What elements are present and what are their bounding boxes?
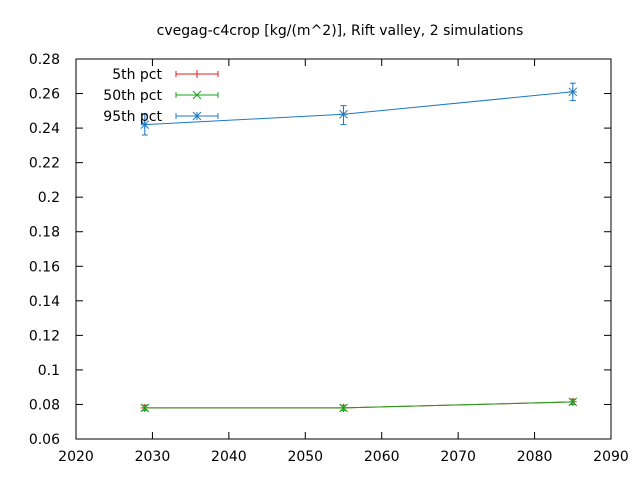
- y-tick-label: 0.14: [29, 294, 60, 310]
- series-layer: [140, 82, 578, 413]
- data-point: [568, 397, 578, 407]
- series-line: [144, 91, 573, 126]
- x-tick-label: 2050: [287, 449, 323, 465]
- legend-entry-0: 5th pct: [112, 67, 219, 83]
- x-tick-label: 2060: [364, 449, 400, 465]
- y-tick-label: 0.12: [29, 328, 60, 344]
- series-1: [140, 397, 578, 413]
- series-2: [140, 82, 578, 136]
- y-tick-label: 0.28: [29, 52, 60, 68]
- x-tick-label: 2090: [593, 449, 629, 465]
- x-tick-label: 2020: [58, 449, 94, 465]
- chart-title: cvegag-c4crop [kg/(m^2)], Rift valley, 2…: [157, 23, 524, 39]
- x-tick-label: 2080: [517, 449, 553, 465]
- data-point: [568, 87, 578, 97]
- x-tick-label: 2040: [211, 449, 247, 465]
- y-tick-label: 0.06: [29, 432, 60, 448]
- plot-border: [75, 58, 612, 440]
- y-tick-label: 0.24: [29, 121, 60, 137]
- data-point: [339, 109, 348, 119]
- series-line: [144, 401, 573, 409]
- legend-label: 95th pct: [103, 109, 162, 125]
- axes: 2020 2030 2040 2050 2060 2070 2080 2090 0.06 0.08…: [29, 52, 629, 465]
- legend-entry-1: 50th pct: [103, 88, 219, 104]
- legend-marker: [192, 90, 202, 100]
- data-point: [140, 403, 150, 413]
- data-point: [140, 120, 150, 129]
- y-tick-label: 0.18: [29, 225, 60, 241]
- legend-marker: [192, 111, 202, 121]
- x-tick-label: 2030: [135, 449, 171, 465]
- y-tick-label: 0.2: [38, 190, 60, 206]
- legend-label: 50th pct: [103, 88, 162, 104]
- series-0: [140, 397, 577, 412]
- y-tick-label: 0.08: [29, 397, 60, 413]
- legend: 5th pct 50th pct 95th pct: [103, 67, 219, 125]
- y-tick-label: 0.26: [29, 87, 60, 103]
- y-tick-label: 0.16: [29, 259, 60, 275]
- legend-entry-2: 95th pct: [103, 109, 219, 125]
- data-point: [339, 403, 348, 413]
- x-tick-label: 2070: [440, 449, 476, 465]
- y-tick-label: 0.1: [38, 363, 60, 379]
- y-tick-label: 0.22: [29, 156, 60, 172]
- legend-label: 5th pct: [112, 67, 162, 83]
